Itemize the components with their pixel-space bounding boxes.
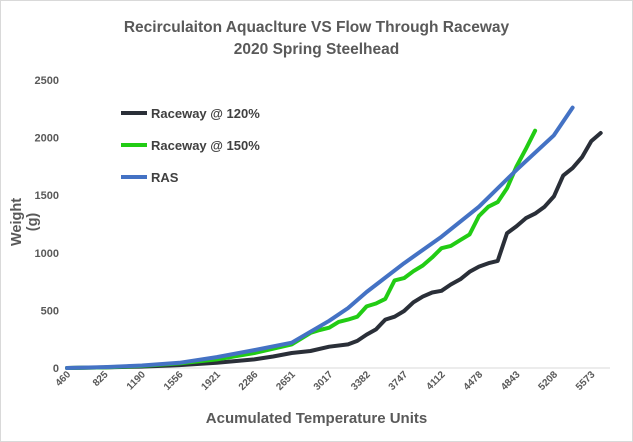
chart-title-line-1: Recirculaiton Aquaclture VS Flow Through… [123, 19, 510, 36]
series-line [65, 131, 603, 370]
x-tick-label: 1556 [162, 369, 186, 393]
x-tick-label: 3017 [312, 369, 336, 393]
y-tick-label: 2000 [35, 133, 59, 145]
series-line [65, 105, 575, 370]
y-tick-label: 1500 [35, 190, 59, 202]
series-line [65, 128, 538, 370]
x-tick-label: 1921 [199, 369, 223, 393]
y-tick-label: 2500 [35, 75, 59, 87]
y-tick-label: 1000 [35, 248, 59, 260]
legend-label: Raceway @ 150% [151, 138, 260, 153]
x-tick-label: 2286 [237, 369, 261, 393]
y-tick-label: 0 [53, 363, 59, 375]
x-tick-label: 4112 [425, 369, 448, 392]
x-tick-label: 2651 [274, 369, 298, 393]
x-axis-label: Acumulated Temperature Units [205, 410, 428, 427]
x-tick-label: 825 [91, 369, 111, 389]
legend-label: Raceway @ 120% [151, 106, 260, 121]
x-tick-label: 5208 [537, 369, 561, 393]
y-tick-label: 500 [41, 305, 59, 317]
x-tick-label: 3747 [387, 369, 411, 393]
x-tick-label: 1190 [125, 369, 148, 392]
x-tick-label: 4478 [462, 369, 486, 393]
x-tick-label: 4843 [499, 369, 523, 393]
chart-title: Recirculaiton Aquaclture VS Flow Through… [0, 17, 633, 61]
legend-label: RAS [151, 170, 179, 185]
x-tick-label: 3382 [349, 369, 373, 393]
chart-title-line-2: 2020 Spring Steelhead [233, 41, 400, 58]
x-tick-label: 5573 [574, 369, 598, 393]
